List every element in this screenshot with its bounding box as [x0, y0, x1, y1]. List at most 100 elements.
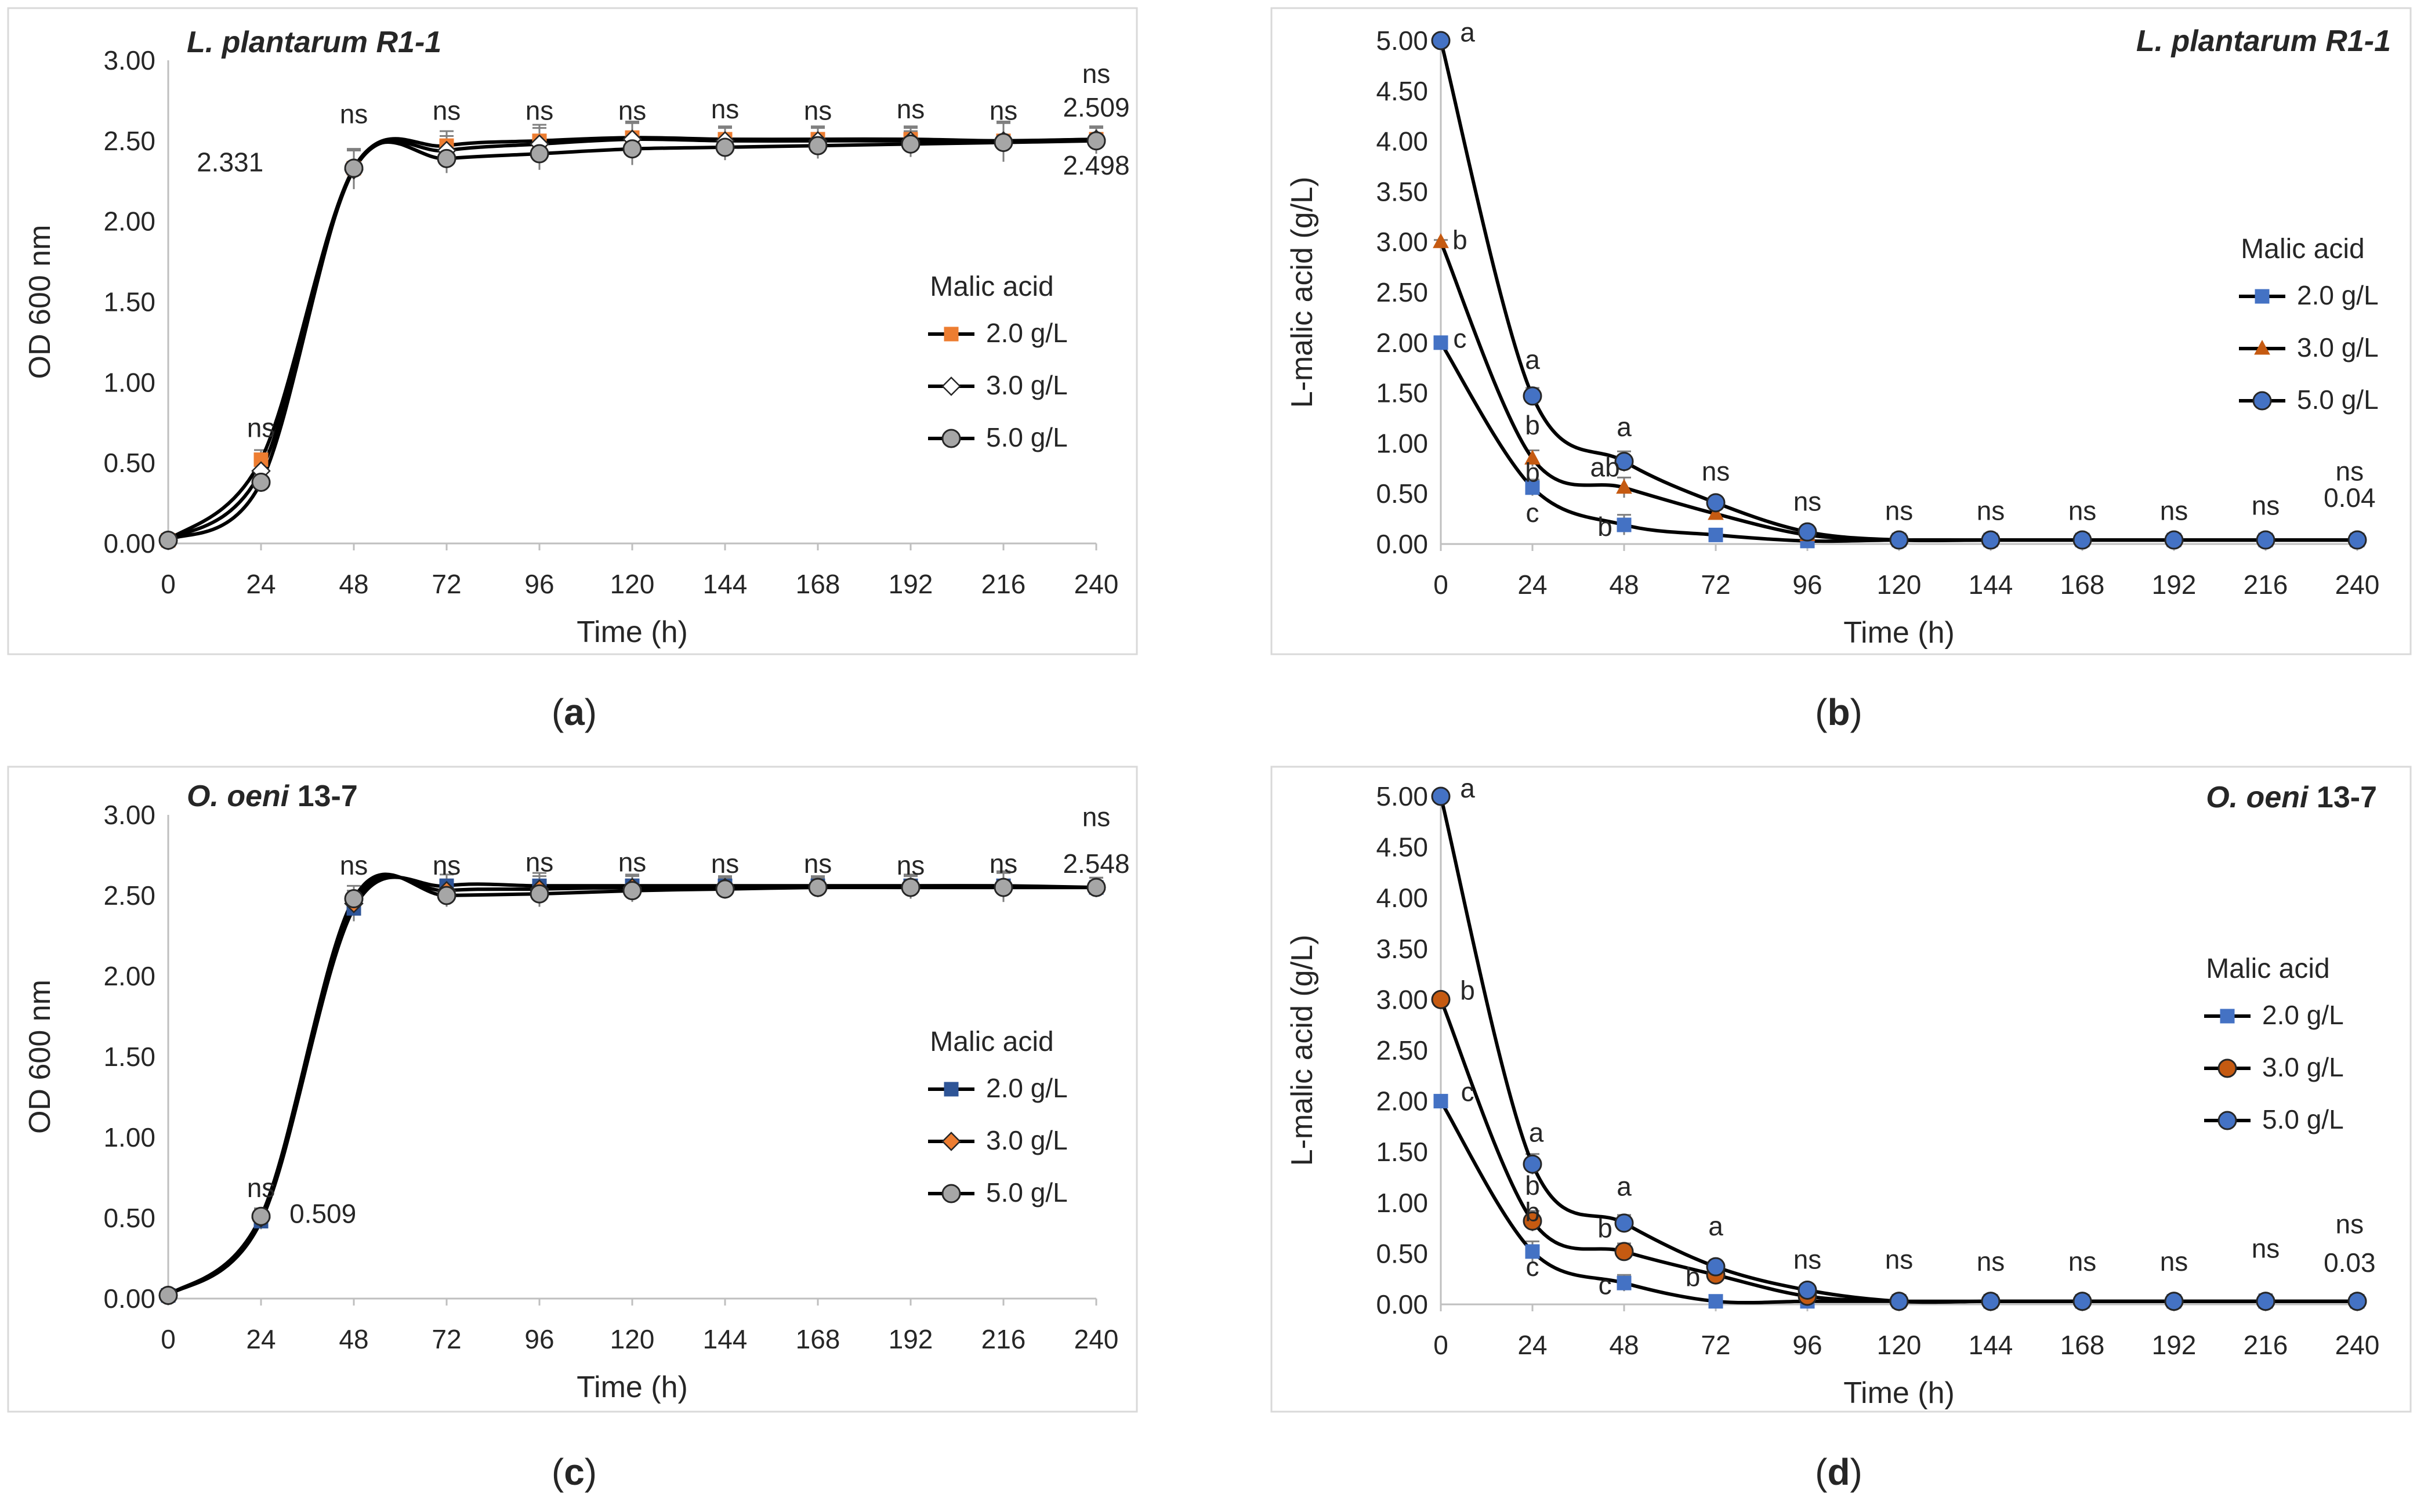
y-tick-label: 2.00	[1376, 328, 1428, 358]
data-point	[1614, 1242, 1634, 1261]
x-tick-label: 168	[796, 569, 840, 599]
legend-entry: 2.0 g/L	[986, 1073, 1068, 1103]
data-label: b	[1460, 975, 1475, 1005]
data-label: ns	[804, 849, 832, 879]
data-label: ns	[2252, 1233, 2280, 1263]
y-tick-label: 1.50	[1376, 378, 1428, 408]
y-tick-label: 0.50	[1376, 478, 1428, 509]
data-label: b	[1597, 1213, 1612, 1243]
data-label: 0.03	[2324, 1248, 2376, 1278]
y-tick-label: 1.50	[103, 1042, 155, 1072]
x-tick-label: 48	[1609, 570, 1639, 600]
x-tick-label: 168	[2060, 1330, 2105, 1360]
x-tick-label: 216	[981, 1324, 1026, 1354]
data-label: ns	[1885, 495, 1914, 525]
data-point	[2164, 1292, 2184, 1311]
data-label: b	[1525, 1170, 1540, 1201]
data-point	[2072, 1292, 2092, 1311]
data-label: ns	[897, 850, 925, 880]
legend-marker	[944, 1082, 959, 1097]
data-point	[1431, 786, 1451, 806]
legend-marker	[941, 429, 961, 448]
caption-paren: )	[1850, 1451, 1862, 1493]
data-label: ns	[340, 850, 368, 880]
data-label: ns	[2068, 495, 2097, 525]
y-tick-label: 2.50	[103, 126, 155, 156]
data-label: 2.498	[1063, 150, 1129, 180]
data-label: c	[1526, 1252, 1539, 1282]
chart-frame	[7, 7, 1138, 655]
legend-entry: 5.0 g/L	[2297, 385, 2379, 415]
x-tick-label: 240	[2335, 570, 2380, 600]
data-label: ns	[990, 849, 1018, 879]
chart-title-species: L. plantarum R1-1	[2136, 24, 2391, 58]
data-point	[1086, 878, 1106, 897]
legend-entry: 2.0 g/L	[986, 318, 1068, 348]
x-tick-label: 0	[1433, 570, 1448, 600]
x-tick-label: 120	[1877, 570, 1922, 600]
chart-title: O. oeni 13-7	[2206, 781, 2377, 814]
data-label: b	[1452, 224, 1467, 255]
x-tick-label: 120	[1877, 1330, 1922, 1360]
x-tick-label: 192	[889, 569, 933, 599]
data-point	[2072, 530, 2092, 550]
chart-title: L. plantarum R1-1	[187, 26, 441, 59]
chart-frame	[1270, 766, 2412, 1413]
data-point	[901, 134, 921, 154]
data-label: ns	[711, 849, 740, 879]
y-tick-label: 3.00	[1376, 227, 1428, 257]
y-tick-label: 1.00	[103, 367, 155, 397]
caption-letter: b	[1827, 691, 1850, 733]
legend-entry: 3.0 g/L	[986, 370, 1068, 400]
data-point	[1431, 989, 1451, 1009]
x-tick-label: 24	[246, 569, 276, 599]
x-tick-label: 48	[339, 569, 368, 599]
data-label: ns	[618, 847, 647, 877]
data-label: ns	[340, 99, 368, 129]
data-label: a	[1460, 773, 1475, 803]
data-point	[437, 886, 456, 905]
data-point	[2347, 1292, 2367, 1311]
legend-entry: 3.0 g/L	[986, 1125, 1068, 1155]
data-point	[622, 139, 642, 159]
data-point	[158, 530, 178, 550]
data-label: 2.331	[197, 147, 263, 177]
data-point	[1433, 233, 1449, 248]
x-tick-label: 48	[1609, 1330, 1639, 1360]
data-label: ns	[711, 94, 740, 124]
y-tick-label: 4.00	[1376, 126, 1428, 157]
caption-paren: )	[585, 1451, 597, 1493]
data-point	[158, 1285, 178, 1305]
data-point	[2347, 530, 2367, 550]
x-axis-label: Time (h)	[1843, 616, 1955, 650]
data-point	[1708, 505, 1724, 520]
data-point	[901, 878, 921, 897]
data-point	[1708, 527, 1723, 542]
data-label: ns	[1977, 1246, 2005, 1277]
legend-marker	[941, 1184, 961, 1203]
y-tick-label: 2.00	[103, 206, 155, 237]
caption-letter: c	[564, 1451, 585, 1493]
data-label: ns	[1082, 59, 1111, 89]
chart-title: L. plantarum R1-1	[2136, 24, 2391, 58]
data-label: ns	[990, 96, 1018, 126]
caption-paren: )	[585, 691, 597, 733]
panel-caption: (c)	[552, 1451, 597, 1493]
chart-title: O. oeni 13-7	[187, 779, 358, 813]
y-tick-label: 3.00	[103, 45, 155, 75]
data-label: c	[1453, 323, 1466, 353]
x-tick-label: 72	[1701, 1330, 1730, 1360]
x-tick-label: 216	[2244, 1330, 2288, 1360]
legend-title: Malic acid	[930, 271, 1053, 302]
data-point	[715, 879, 735, 899]
x-tick-label: 240	[1074, 1324, 1119, 1354]
data-point	[1708, 1294, 1723, 1309]
y-tick-label: 0.50	[103, 1203, 155, 1233]
data-label: a	[1617, 412, 1632, 442]
y-tick-label: 2.50	[1376, 1035, 1428, 1065]
data-label: b	[1525, 457, 1540, 487]
y-axis-label: L-malic acid (g/L)	[1285, 935, 1319, 1166]
chart-panel-c: 0.00 0.50 1.00 1.50 2.00 2.50 3.00 0 24 48 72 96 120…	[7, 766, 1138, 1493]
x-tick-label: 144	[703, 569, 748, 599]
